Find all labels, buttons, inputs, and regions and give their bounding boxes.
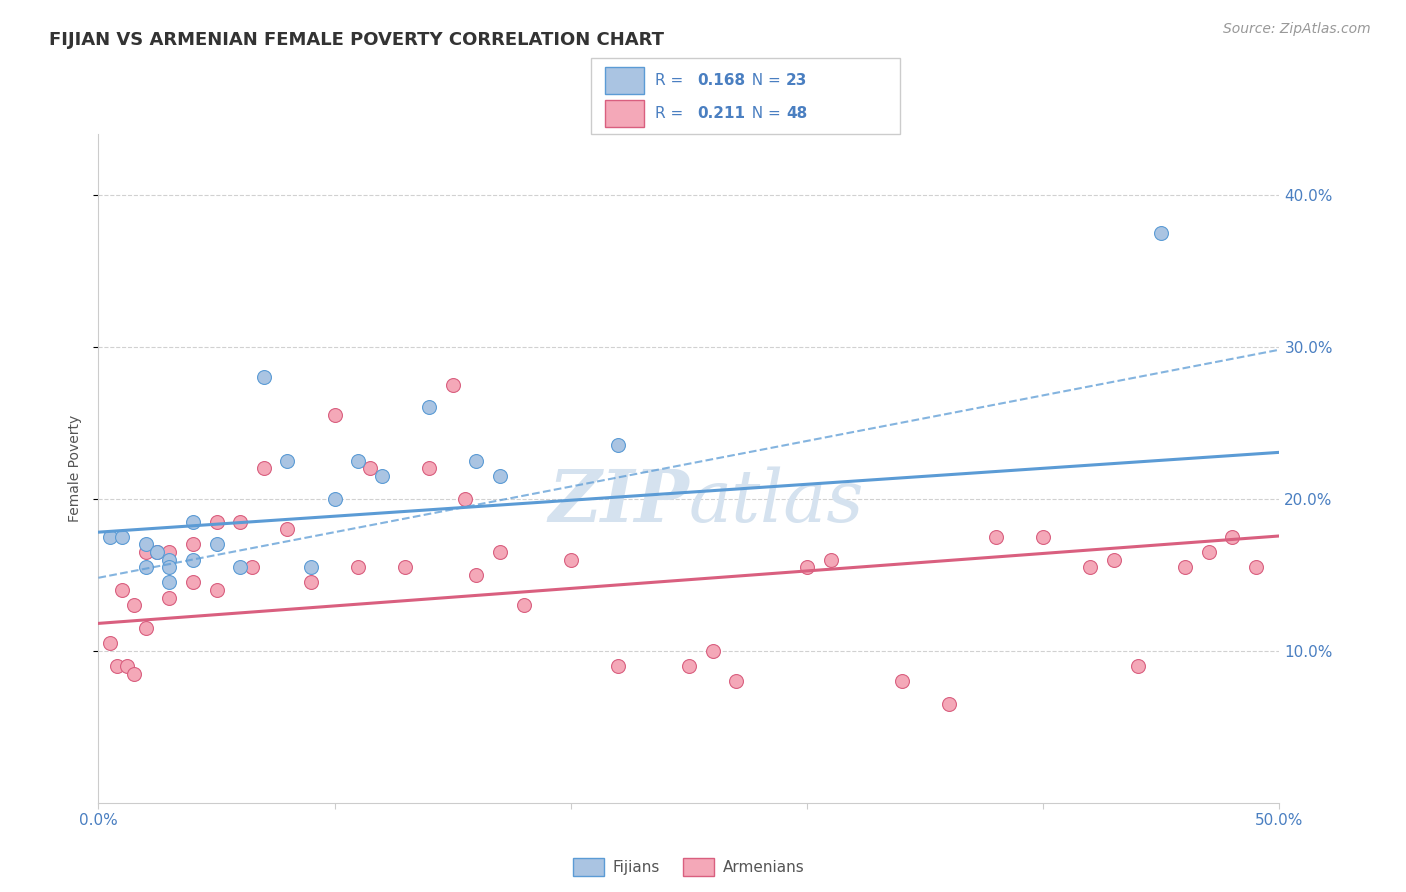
- Point: [418, 461, 440, 475]
- Point: [105, 659, 128, 673]
- Point: [725, 674, 748, 689]
- Point: [1032, 530, 1054, 544]
- Point: [1244, 560, 1267, 574]
- Point: [122, 666, 145, 681]
- Point: [181, 552, 204, 566]
- Point: [111, 530, 134, 544]
- Point: [135, 621, 157, 635]
- Text: 23: 23: [786, 73, 807, 87]
- Point: [489, 469, 512, 483]
- Point: [702, 644, 724, 658]
- Point: [489, 545, 512, 559]
- Text: N =: N =: [742, 106, 786, 120]
- Text: 0.168: 0.168: [697, 73, 745, 87]
- Point: [323, 491, 346, 506]
- Point: [98, 530, 121, 544]
- Point: [1174, 560, 1197, 574]
- Point: [157, 552, 180, 566]
- Point: [229, 515, 252, 529]
- Point: [560, 552, 582, 566]
- Point: [820, 552, 842, 566]
- Point: [253, 370, 276, 384]
- Point: [98, 636, 121, 650]
- Point: [111, 582, 134, 597]
- Text: Source: ZipAtlas.com: Source: ZipAtlas.com: [1223, 22, 1371, 37]
- Point: [181, 515, 204, 529]
- Point: [240, 560, 263, 574]
- Point: [359, 461, 381, 475]
- Text: FIJIAN VS ARMENIAN FEMALE POVERTY CORRELATION CHART: FIJIAN VS ARMENIAN FEMALE POVERTY CORREL…: [49, 31, 664, 49]
- Point: [146, 545, 169, 559]
- Point: [276, 453, 298, 467]
- Point: [394, 560, 416, 574]
- Point: [135, 537, 157, 551]
- Point: [1150, 226, 1173, 240]
- Legend: Fijians, Armenians: Fijians, Armenians: [567, 852, 811, 882]
- Point: [607, 659, 630, 673]
- Point: [157, 575, 180, 590]
- Point: [512, 598, 534, 612]
- Point: [465, 567, 488, 582]
- Point: [347, 560, 370, 574]
- Point: [229, 560, 252, 574]
- Y-axis label: Female Poverty: Female Poverty: [69, 415, 83, 522]
- Point: [299, 575, 322, 590]
- Point: [146, 545, 169, 559]
- Point: [441, 377, 464, 392]
- Point: [115, 659, 138, 673]
- Point: [1102, 552, 1125, 566]
- Point: [181, 537, 204, 551]
- Point: [678, 659, 700, 673]
- Text: 0.211: 0.211: [697, 106, 745, 120]
- Point: [157, 591, 180, 605]
- Text: R =: R =: [655, 73, 689, 87]
- Point: [135, 560, 157, 574]
- Point: [299, 560, 322, 574]
- Point: [1080, 560, 1102, 574]
- Point: [122, 598, 145, 612]
- Point: [371, 469, 394, 483]
- Point: [181, 575, 204, 590]
- Text: N =: N =: [742, 73, 786, 87]
- Point: [157, 545, 180, 559]
- Text: ZIP: ZIP: [548, 467, 689, 537]
- Point: [205, 537, 228, 551]
- Point: [347, 453, 370, 467]
- Text: R =: R =: [655, 106, 689, 120]
- Point: [135, 545, 157, 559]
- Text: atlas: atlas: [689, 467, 865, 537]
- Text: 48: 48: [786, 106, 807, 120]
- Point: [276, 522, 298, 536]
- Point: [1198, 545, 1220, 559]
- Point: [418, 401, 440, 415]
- Point: [984, 530, 1007, 544]
- Point: [253, 461, 276, 475]
- Point: [157, 560, 180, 574]
- Point: [1220, 530, 1243, 544]
- Point: [796, 560, 818, 574]
- Point: [205, 582, 228, 597]
- Point: [465, 453, 488, 467]
- Point: [323, 408, 346, 422]
- Point: [1126, 659, 1149, 673]
- Point: [607, 438, 630, 452]
- Point: [938, 697, 960, 711]
- Point: [453, 491, 475, 506]
- Point: [890, 674, 912, 689]
- Point: [205, 515, 228, 529]
